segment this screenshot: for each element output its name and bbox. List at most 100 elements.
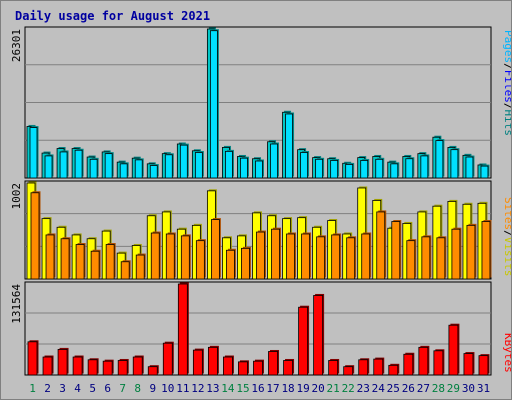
- legend-slash: /: [502, 230, 511, 237]
- sites-bar: [180, 235, 190, 280]
- x-tick-label: 16: [251, 382, 264, 395]
- x-tick-label: 30: [462, 382, 475, 395]
- kbytes-bar: [27, 341, 38, 376]
- sites-bar: [481, 221, 491, 280]
- files-bar: [194, 152, 203, 179]
- x-tick-label: 23: [357, 382, 370, 395]
- sites-bar: [376, 211, 386, 280]
- kbytes-bar: [147, 366, 158, 376]
- files-bar: [405, 158, 414, 179]
- sites-bar: [210, 219, 220, 280]
- legend-slash: /: [502, 103, 511, 110]
- x-tick-label: 6: [104, 382, 111, 395]
- kbytes-bar: [298, 306, 308, 376]
- x-tick-label: 27: [417, 382, 430, 395]
- files-bar: [270, 143, 278, 179]
- x-tick-label: 13: [206, 382, 219, 395]
- kbytes-bar: [358, 359, 369, 376]
- files-bar: [149, 165, 158, 179]
- x-tick-label: 28: [432, 382, 445, 395]
- panel-visits-sites: 1002: [10, 180, 492, 280]
- files-bar: [225, 150, 233, 179]
- kbytes-bar: [343, 366, 354, 376]
- kbytes-bar: [253, 360, 263, 376]
- x-tick-label: 31: [477, 382, 490, 395]
- files-bar: [29, 127, 38, 179]
- sites-bar: [75, 244, 85, 280]
- files-bar: [315, 158, 324, 179]
- files-bar: [360, 160, 369, 179]
- kbytes-bar: [238, 361, 248, 376]
- kbytes-bar: [223, 356, 233, 376]
- kbytes-bar: [373, 358, 384, 376]
- y-max-label: 26301: [10, 29, 23, 62]
- kbytes-bar: [162, 342, 173, 376]
- files-bar: [375, 158, 384, 179]
- kbytes-bar: [403, 353, 414, 376]
- x-tick-label: 20: [312, 382, 325, 395]
- kbytes-bar: [448, 324, 459, 376]
- sites-bar: [256, 231, 265, 280]
- kbytes-bar: [72, 356, 83, 376]
- files-bar: [450, 149, 459, 179]
- x-tick-label: 7: [119, 382, 126, 395]
- kbytes-bar: [87, 359, 98, 376]
- kbytes-bar: [192, 349, 203, 376]
- sites-bar: [226, 249, 235, 280]
- x-tick-label: 10: [161, 382, 174, 395]
- y-max-label: 1002: [10, 183, 23, 210]
- sites-bar: [361, 233, 371, 280]
- files-bar: [104, 153, 113, 179]
- sites-bar: [120, 261, 130, 280]
- x-tick-label: 12: [191, 382, 204, 395]
- x-tick-label: 2: [44, 382, 51, 395]
- files-bar: [255, 160, 263, 179]
- kbytes-bar: [433, 350, 444, 376]
- sites-bar: [60, 238, 70, 280]
- files-bar: [435, 140, 444, 179]
- sites-bar: [421, 236, 431, 280]
- files-bar: [179, 144, 188, 179]
- sites-bar: [241, 247, 250, 280]
- plot-area: [24, 281, 492, 376]
- sites-bar: [135, 254, 145, 280]
- x-tick-label: 9: [149, 382, 156, 395]
- side-legend: Sites/Visits: [502, 197, 511, 277]
- legend-kbytes: KBytes: [502, 333, 511, 373]
- x-tick-label: 14: [221, 382, 235, 395]
- x-tick-label: 19: [296, 382, 309, 395]
- sites-bar: [346, 237, 356, 280]
- files-bar: [345, 164, 354, 179]
- sites-bar: [30, 192, 40, 280]
- x-tick-label: 18: [281, 382, 294, 395]
- x-tick-label: 17: [266, 382, 279, 395]
- sites-bar: [331, 234, 341, 280]
- x-tick-label: 24: [372, 382, 386, 395]
- kbytes-bar: [102, 360, 113, 376]
- chart-title: Daily usage for August 2021: [15, 9, 210, 23]
- legend-hits: Hits: [502, 110, 511, 137]
- sites-bar: [105, 244, 115, 280]
- files-bar: [390, 163, 399, 179]
- kbytes-bar: [177, 283, 188, 376]
- files-bar: [285, 113, 293, 179]
- x-tick-label: 22: [342, 382, 355, 395]
- sites-bar: [391, 221, 401, 280]
- sites-bar: [286, 233, 295, 280]
- kbytes-bar: [132, 356, 143, 376]
- sites-bar: [466, 224, 476, 280]
- files-bar: [59, 151, 68, 179]
- x-tick-label: 5: [89, 382, 96, 395]
- sites-bar: [301, 233, 310, 280]
- kbytes-bar: [328, 360, 339, 376]
- sites-bar: [271, 228, 280, 280]
- x-tick-label: 11: [176, 382, 189, 395]
- sites-bar: [45, 234, 55, 280]
- x-tick-label: 3: [59, 382, 66, 395]
- files-bar: [240, 157, 248, 179]
- panel-kbytes: 131564: [10, 281, 492, 376]
- kbytes-bar: [313, 295, 324, 376]
- kbytes-bar: [388, 364, 399, 376]
